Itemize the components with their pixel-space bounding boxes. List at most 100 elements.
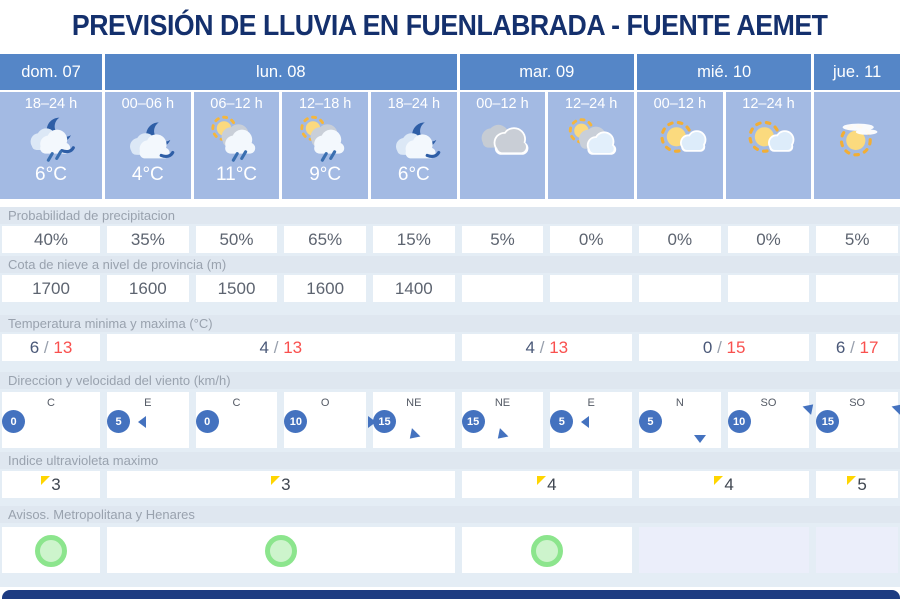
uv-flag-icon [714,476,724,485]
no-warning-indicator [264,535,297,567]
snow-level-value [550,275,632,302]
warning-cell [638,527,810,573]
snow-level-value: 1600 [107,275,189,302]
snow-level-value [461,275,544,302]
sun-cloud-rain-icon [207,114,265,162]
slot-time: 12–24 h [742,96,795,112]
slot-temp: 9°C [309,164,342,185]
forecast-slot [814,92,900,199]
snow-level-value: 1500 [195,275,278,302]
day-mie-10: mié. 10 [636,54,812,90]
snow-level-row: 1700 1600 1500 1600 1400 [0,275,900,302]
forecast-slot: 12–18 h 9°C [282,92,368,199]
day-jue-11: jue. 11 [814,54,900,90]
uv-value: 4 [461,471,632,498]
wind-arrow-icon [137,415,146,428]
wind-arrow-icon [367,415,376,428]
forecast-slot: 18–24 h 6°C [0,92,102,199]
uv-flag-icon [847,476,857,485]
forecast-slot: 00–06 h 4°C [105,92,191,199]
wind-value: NE 15 [461,392,544,448]
slot-temp: 11°C [215,164,258,185]
temperature-value: 4 / 13 [107,334,455,361]
snow-level-value: 1700 [2,275,100,302]
day-mar-09: mar. 09 [459,54,634,90]
sun-cloud-icon [651,114,709,162]
slot-time: 00–12 h [653,96,707,112]
uv-flag-icon [537,476,547,485]
precipitation-value: 65% [284,226,366,253]
slot-time: 12–24 h [564,96,618,112]
slot-time: 00–06 h [121,96,175,112]
section-header-uv: Indice ultravioleta maximo [0,452,900,469]
uv-value: 3 [2,471,100,498]
forecast-slot: 12–24 h [548,92,634,199]
warnings-row [0,527,900,573]
section-header-wind: Direccion y velocidad del viento (km/h) [0,372,900,389]
day-header-row: dom. 07 lun. 08 mar. 09 mié. 10 jue. 11 [0,54,900,90]
warning-cell [461,527,632,573]
page-title-text: PREVISIÓN DE LLUVIA EN FUENLABRADA - FUE… [72,9,828,42]
uv-flag-icon [271,476,281,485]
no-warning-indicator [35,535,67,567]
warning-cell [2,527,100,573]
uv-row: 3 3 4 4 5 [0,471,900,498]
slot-time: 12–18 h [298,96,352,112]
precipitation-value: 0% [550,226,632,253]
wind-value: NE 15 [372,392,455,448]
temperature-value: 4 / 13 [461,334,632,361]
bottom-panel-edge [2,590,900,599]
slot-time: 18–24 h [387,96,441,112]
snow-level-value: 1600 [284,275,366,302]
section-header-snow-level: Cota de nieve a nivel de provincia (m) [0,256,900,273]
precipitation-value: 0% [727,226,810,253]
forecast-slot: 00–12 h [636,92,723,199]
no-warning-indicator [530,535,563,567]
temperature-row: 6 / 13 4 / 13 4 / 13 0 / 15 6 / 17 [0,334,900,361]
precipitation-value: 40% [2,226,100,253]
snow-level-value: 1400 [372,275,455,302]
wind-arrow-icon [694,435,707,443]
clouds-icon [473,114,531,162]
uv-flag-icon [41,476,51,485]
precipitation-value: 0% [638,226,721,253]
precipitation-value: 15% [372,226,455,253]
temperature-value: 0 / 15 [638,334,810,361]
day-lun-08: lun. 08 [105,54,457,90]
wind-value: SO 15 [816,392,900,448]
snow-level-value [727,275,810,302]
sun-cloud-icon [739,114,797,162]
wind-value: SO 10 [727,392,818,448]
slot-time: 18–24 h [24,96,78,112]
section-header-temperature: Temperatura minima y maxima (°C) [0,315,900,332]
precipitation-row: 40% 35% 50% 65% 15% 5% 0% 0% 0% 5% [0,226,900,253]
uv-value: 3 [107,471,455,498]
forecast-slot: 06–12 h 11°C [193,92,280,199]
slot-temp: 6°C [35,164,67,185]
precipitation-value: 5% [461,226,544,253]
forecast-details: Probabilidad de precipitacion 40% 35% 50… [0,207,900,587]
snow-level-value [816,275,898,302]
temperature-value: 6 / 13 [2,334,100,361]
forecast-slot: 12–24 h [725,92,812,199]
day-dom-07: dom. 07 [0,54,102,90]
precipitation-value: 50% [195,226,278,253]
wind-arrow-icon [405,428,421,443]
sun-behind-clouds-icon [562,114,620,162]
snow-level-value [638,275,721,302]
forecast-slot: 18–24 h 6°C [370,92,457,199]
slot-time: 00–12 h [476,96,529,112]
section-header-precipitation: Probabilidad de precipitacion [0,207,900,224]
uv-value: 4 [638,471,810,498]
moon-cloud-icon [385,114,443,162]
slot-temp: 4°C [131,164,164,185]
temperature-value: 6 / 17 [816,334,898,361]
precipitation-value: 5% [816,226,898,253]
